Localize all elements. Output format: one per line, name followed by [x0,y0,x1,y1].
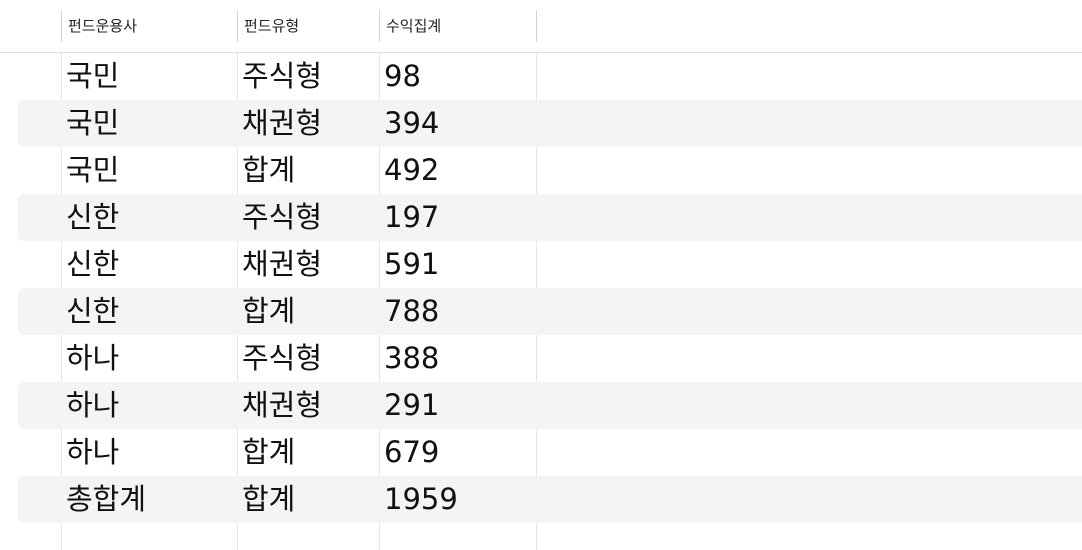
cell-fund-type[interactable]: 합계 [242,294,296,328]
table-row[interactable]: 하나 채권형 291 [0,382,1082,429]
cell-fund-type[interactable]: 주식형 [242,59,323,93]
cell-profit-total[interactable]: 1959 [384,482,458,516]
table-body: 국민 주식형 98 국민 채권형 394 국민 합계 492 신한 주식형 197 신한 채권형 591 신한… [0,53,1082,550]
cell-fund-type[interactable]: 주식형 [242,200,323,234]
row-stripe [18,288,1082,335]
cell-fund-manager[interactable]: 신한 [66,200,120,234]
cell-fund-manager[interactable]: 하나 [66,341,120,375]
cell-fund-type[interactable]: 합계 [242,435,296,469]
table-row[interactable]: 국민 주식형 98 [0,53,1082,100]
cell-profit-total[interactable]: 394 [384,106,440,140]
cell-fund-type[interactable]: 합계 [242,482,296,516]
row-stripe [18,382,1082,429]
table-row[interactable]: 국민 채권형 394 [0,100,1082,147]
cell-fund-type[interactable]: 주식형 [242,341,323,375]
cell-profit-total[interactable]: 197 [384,200,440,234]
table-row[interactable]: 하나 주식형 388 [0,335,1082,382]
cell-profit-total[interactable]: 388 [384,341,440,375]
table-row[interactable]: 신한 채권형 591 [0,241,1082,288]
row-stripe [18,194,1082,241]
cell-fund-manager[interactable]: 국민 [66,106,120,140]
cell-profit-total[interactable]: 591 [384,247,440,281]
cell-fund-manager[interactable]: 신한 [66,294,120,328]
row-stripe [18,100,1082,147]
cell-profit-total[interactable]: 788 [384,294,440,328]
row-stripe [18,476,1082,523]
cell-fund-type[interactable]: 채권형 [242,106,323,140]
cell-profit-total[interactable]: 492 [384,153,440,187]
cell-profit-total[interactable]: 291 [384,388,440,422]
cell-fund-type[interactable]: 채권형 [242,388,323,422]
table-header: 펀드운용사 펀드유형 수익집계 [0,0,1082,53]
table-row[interactable]: 총합계 합계 1959 [0,476,1082,523]
cell-fund-type[interactable]: 채권형 [242,247,323,281]
cell-fund-manager[interactable]: 국민 [66,59,120,93]
table-row[interactable]: 신한 합계 788 [0,288,1082,335]
cell-fund-type[interactable]: 합계 [242,153,296,187]
cell-profit-total[interactable]: 98 [384,59,421,93]
cell-fund-manager[interactable]: 신한 [66,247,120,281]
column-header-profit-total[interactable]: 수익집계 [379,10,536,42]
table-row[interactable]: 신한 주식형 197 [0,194,1082,241]
table-row[interactable]: 국민 합계 492 [0,147,1082,194]
column-header-fund-manager[interactable]: 펀드운용사 [61,10,237,42]
column-header-end [536,10,537,42]
cell-fund-manager[interactable]: 국민 [66,153,120,187]
column-header-fund-type[interactable]: 펀드유형 [237,10,379,42]
cell-profit-total[interactable]: 679 [384,435,440,469]
table-row[interactable]: 하나 합계 679 [0,429,1082,476]
cell-fund-manager[interactable]: 하나 [66,435,120,469]
cell-fund-manager[interactable]: 총합계 [66,482,147,516]
cell-fund-manager[interactable]: 하나 [66,388,120,422]
